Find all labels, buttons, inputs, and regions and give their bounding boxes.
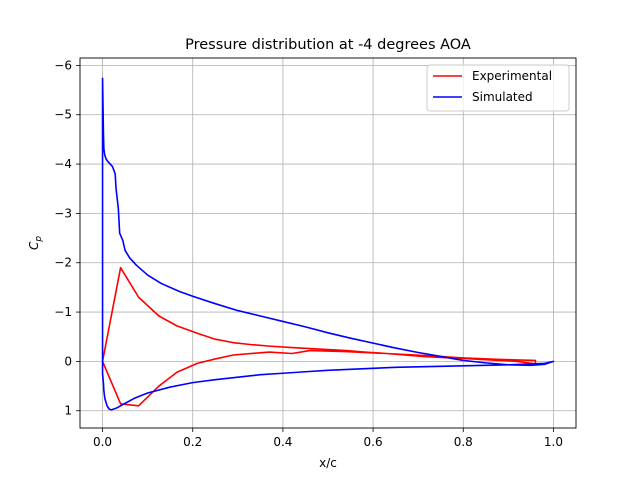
series-line-simulated	[101, 77, 555, 411]
chart-title: Pressure distribution at -4 degrees AOA	[185, 37, 471, 53]
grid	[80, 58, 576, 428]
x-tick-label: 0.2	[183, 435, 202, 449]
legend: Experimental Simulated	[426, 64, 570, 112]
x-axis-label: x/c	[319, 456, 337, 470]
y-axis-ticks: −6 −5 −4 −3 −2 −1 0 1	[54, 58, 80, 418]
y-tick-label: 1	[64, 404, 72, 418]
x-tick-label: 0.0	[93, 435, 112, 449]
x-tick-label: 0.8	[454, 435, 473, 449]
x-tick-label: 0.6	[364, 435, 383, 449]
series-layer	[101, 77, 555, 411]
legend-box	[426, 64, 570, 112]
x-tick-label: 1.0	[544, 435, 563, 449]
y-tick-label: −2	[54, 256, 72, 270]
y-tick-label: −4	[54, 157, 72, 171]
legend-label-experimental: Experimental	[472, 69, 552, 83]
y-tick-label: −3	[54, 206, 72, 220]
series-line-experimental	[101, 266, 537, 407]
y-tick-label: 0	[64, 354, 72, 368]
y-tick-label: −6	[54, 58, 72, 72]
plot-frame	[79, 57, 577, 429]
y-tick-label: −5	[54, 108, 72, 122]
y-tick-label: −1	[54, 305, 72, 319]
legend-label-simulated: Simulated	[472, 90, 533, 104]
y-axis-label-subscript: p	[34, 236, 44, 243]
x-axis-ticks: 0.0 0.2 0.4 0.6 0.8 1.0	[93, 428, 563, 449]
x-tick-label: 0.4	[273, 435, 292, 449]
